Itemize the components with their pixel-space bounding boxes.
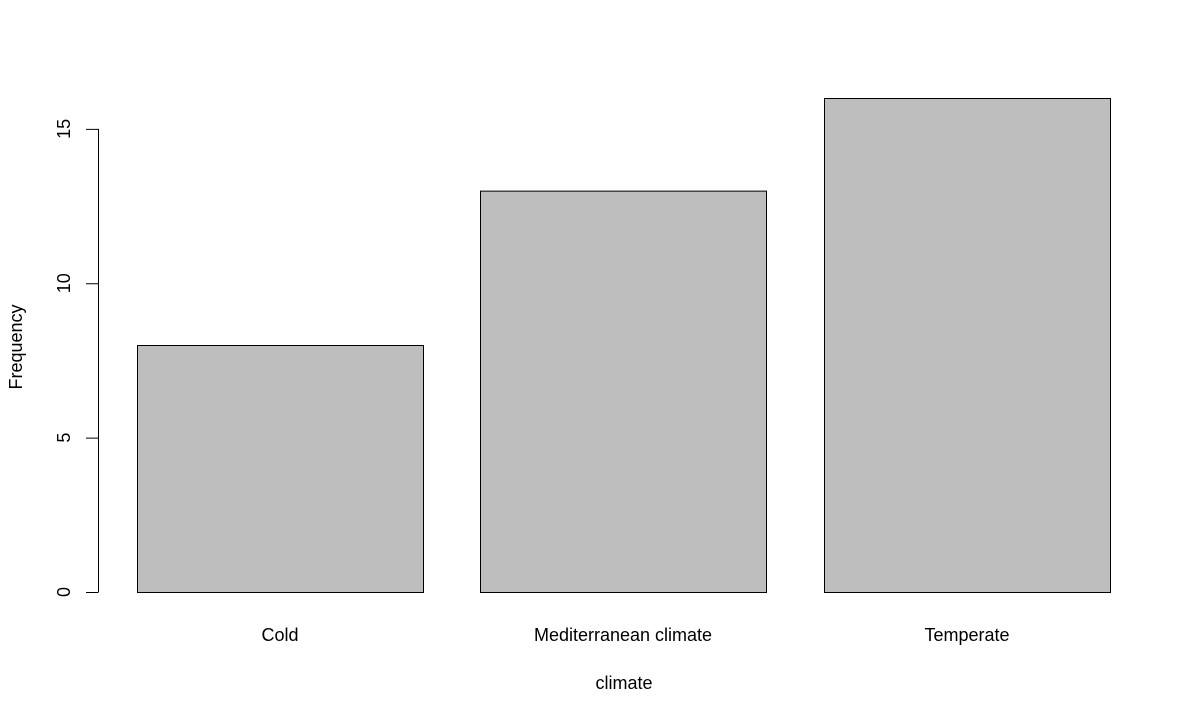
- x-tick-label: Mediterranean climate: [534, 625, 712, 645]
- bar-temperate: [824, 98, 1111, 593]
- y-axis: 0 5 10 15: [54, 119, 99, 597]
- x-axis-title: climate: [595, 673, 652, 693]
- y-tick-label: 0: [54, 587, 74, 597]
- y-tick-label: 5: [54, 433, 74, 443]
- x-tick-label: Cold: [261, 625, 298, 645]
- x-axis-labels: Cold Mediterranean climate Temperate: [261, 625, 1009, 645]
- y-axis-title: Frequency: [6, 304, 26, 389]
- bar-mediterranean-climate: [480, 190, 767, 593]
- bars-group: [137, 98, 1111, 593]
- y-tick-label: 10: [54, 273, 74, 293]
- y-tick-label: 15: [54, 119, 74, 139]
- bar-cold: [137, 345, 424, 593]
- x-tick-label: Temperate: [924, 625, 1009, 645]
